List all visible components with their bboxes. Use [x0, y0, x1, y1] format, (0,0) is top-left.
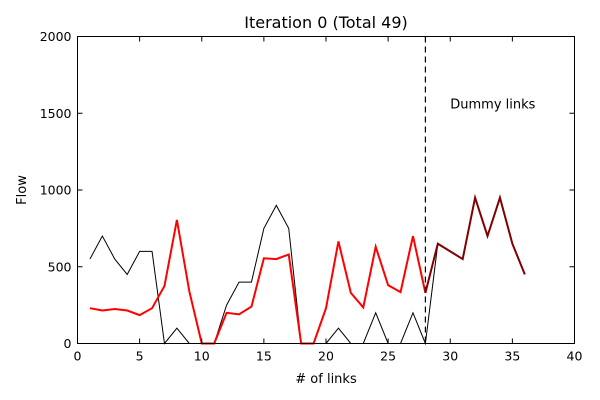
y-axis-ticks: 0 500 1000 1500 2000: [40, 29, 575, 351]
series-line-1: [89, 195, 526, 346]
plot-frame: [77, 36, 575, 344]
x-tick-label: 5: [136, 349, 144, 364]
x-tick-label: 40: [567, 349, 583, 364]
dummy-links-annotation: Dummy links: [450, 98, 535, 113]
plot-lines: [89, 193, 526, 346]
x-tick-label: 20: [318, 349, 334, 364]
x-axis-label: # of links: [295, 372, 357, 387]
x-tick-label: 30: [442, 349, 458, 364]
y-axis-label: Flow: [15, 175, 30, 205]
y-tick-label: 1000: [40, 183, 72, 198]
series-line-2: [89, 219, 427, 345]
x-tick-label: 35: [504, 349, 520, 364]
x-tick-label: 15: [256, 349, 272, 364]
x-tick-label: 10: [194, 349, 210, 364]
x-tick-label: 0: [74, 349, 82, 364]
y-tick-label: 500: [48, 259, 72, 274]
y-tick-label: 0: [64, 336, 72, 351]
y-tick-label: 2000: [40, 29, 72, 44]
series-line-3: [424, 193, 526, 294]
y-tick-label: 1500: [40, 106, 72, 121]
chart-title: Iteration 0 (Total 49): [244, 13, 408, 32]
x-tick-label: 25: [380, 349, 396, 364]
x-axis-ticks: 0 5 10 15 20 25 30 35 40: [74, 36, 583, 364]
